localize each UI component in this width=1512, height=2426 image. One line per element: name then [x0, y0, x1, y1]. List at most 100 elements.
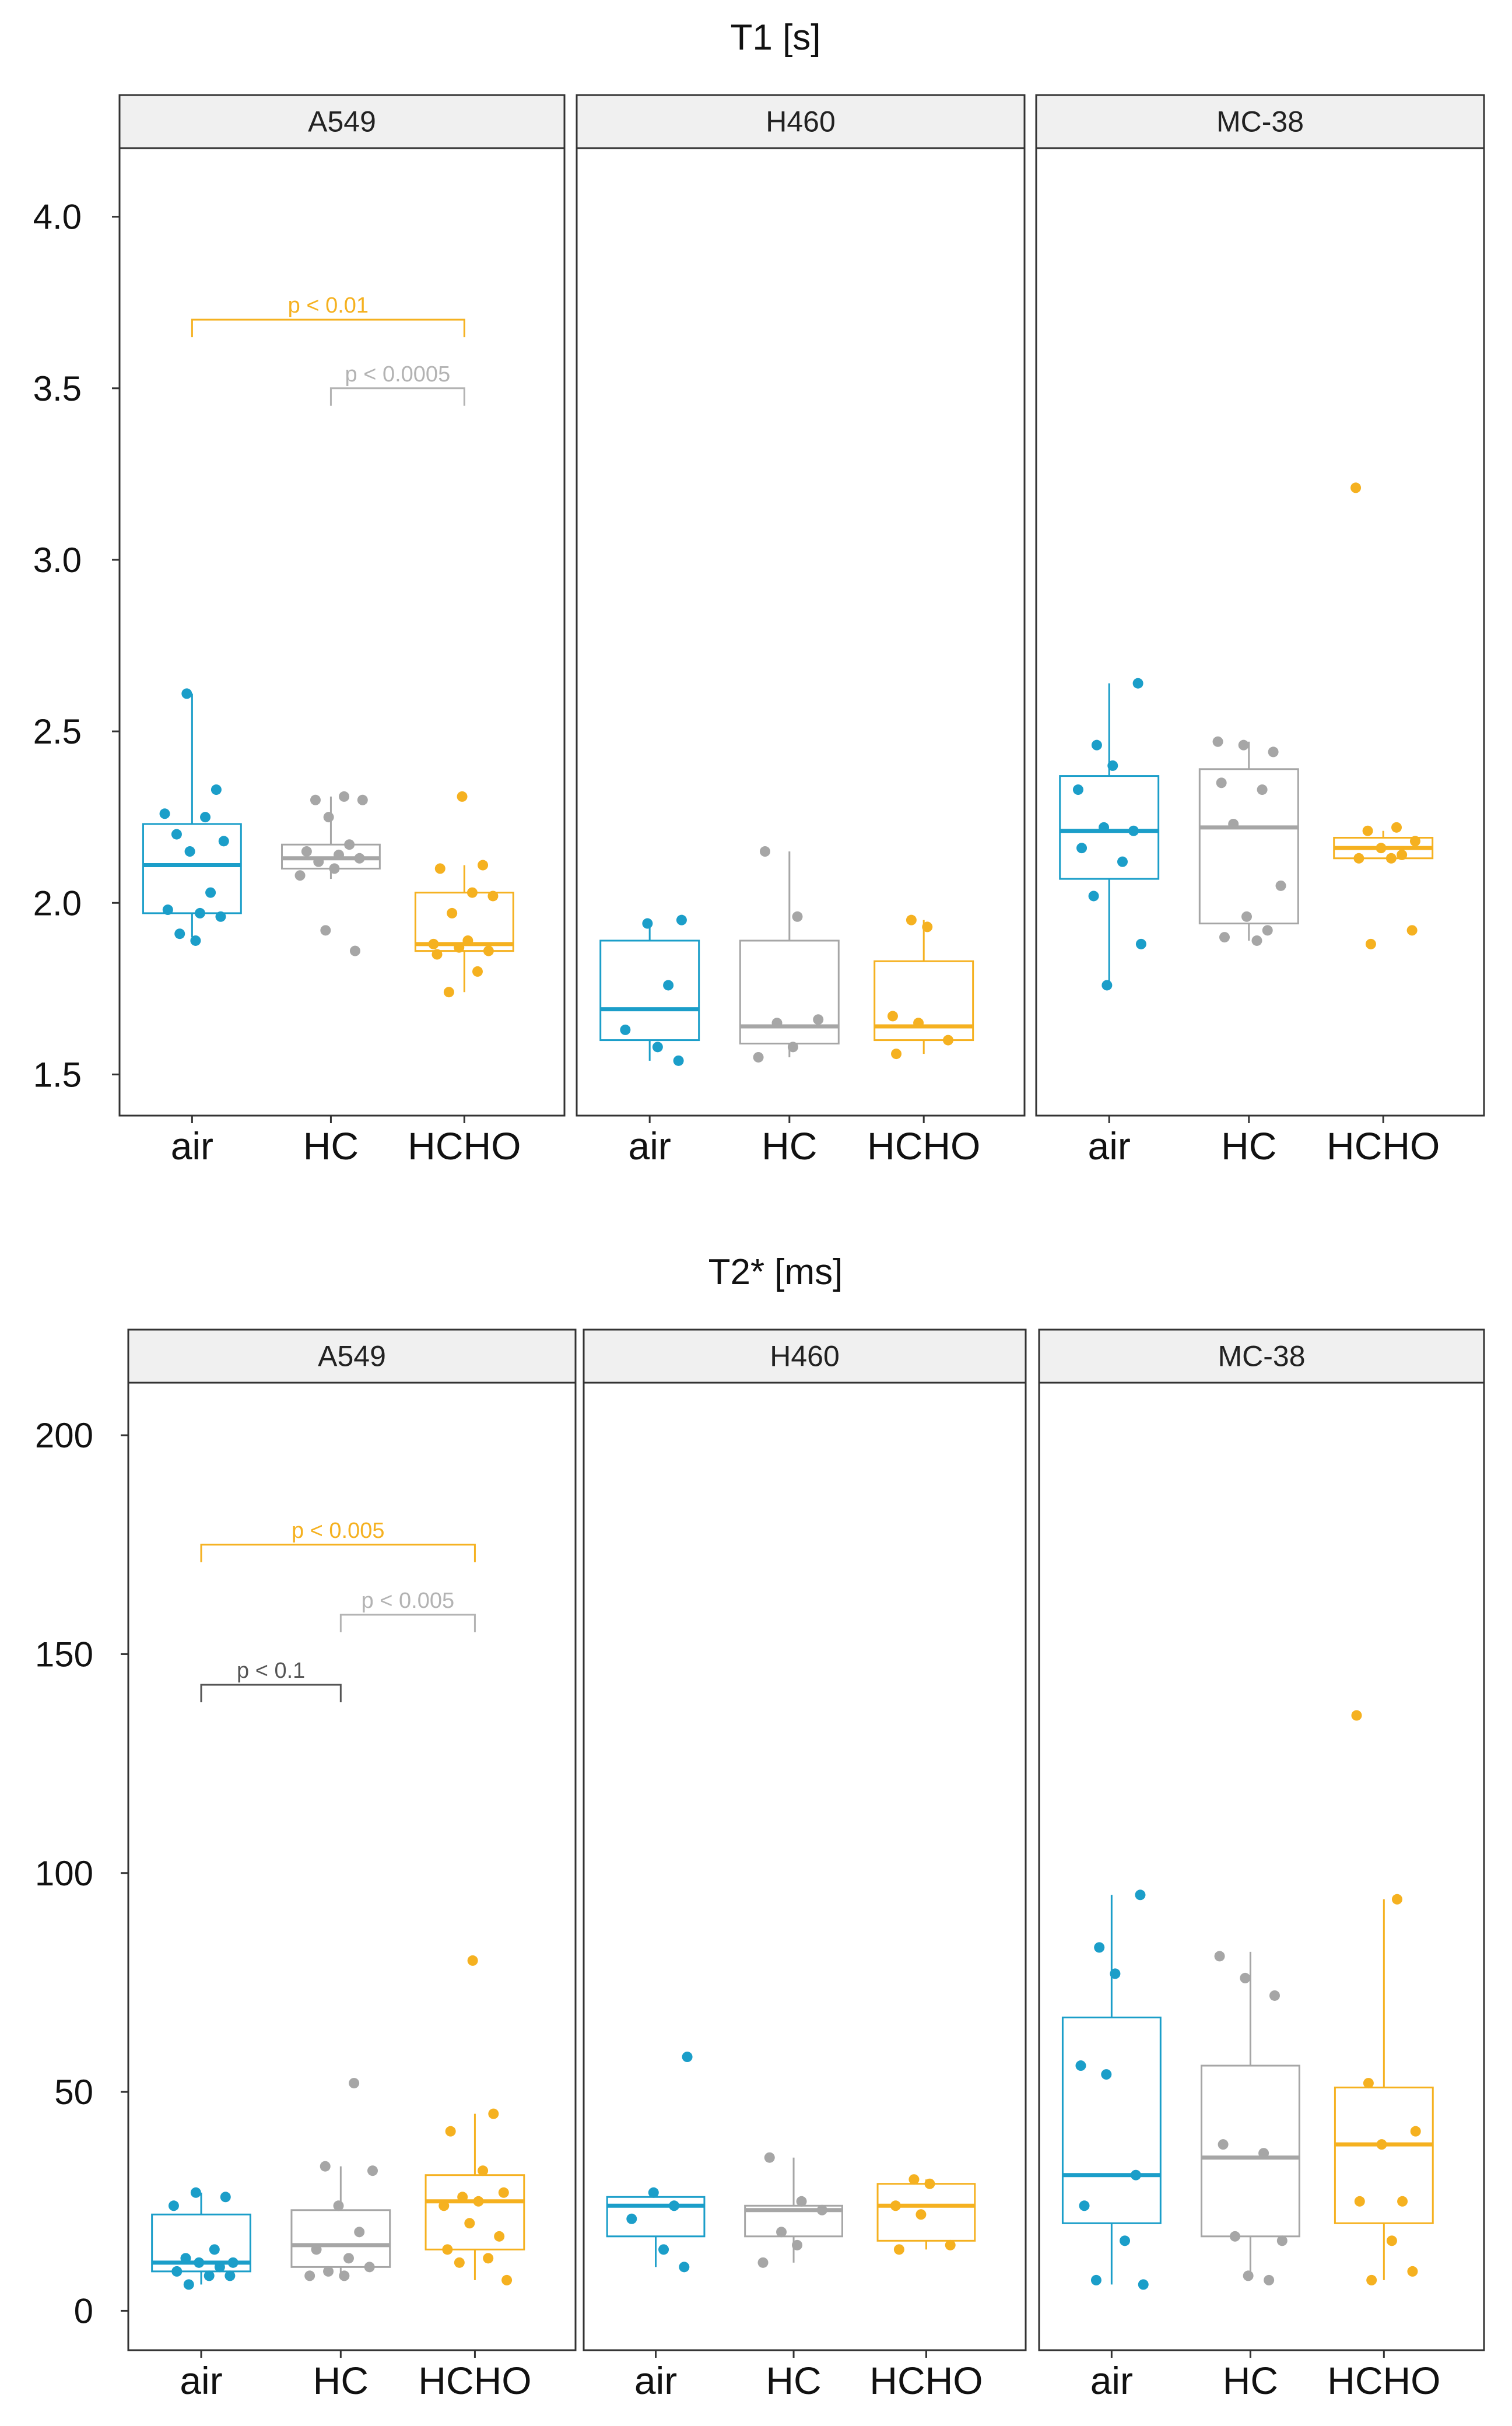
data-point — [652, 1042, 663, 1053]
data-point — [349, 945, 360, 956]
data-point — [1275, 880, 1286, 891]
data-point — [194, 2257, 205, 2268]
data-point — [171, 2266, 183, 2277]
data-point — [1101, 2069, 1112, 2080]
data-point — [447, 907, 458, 918]
x-tick-label: HCHO — [408, 1124, 521, 1168]
x-tick-label: HCHO — [1327, 1124, 1440, 1168]
data-point — [1351, 1710, 1362, 1721]
data-point — [796, 2196, 807, 2207]
data-point — [771, 1018, 783, 1029]
data-point — [924, 2178, 935, 2189]
data-point — [343, 2253, 354, 2264]
significance-bracket — [191, 318, 465, 338]
x-tick-label: air — [634, 2359, 677, 2402]
data-point — [893, 2244, 904, 2255]
data-point — [1214, 1951, 1225, 1962]
facet-label: MC-38 — [1216, 106, 1304, 138]
data-point — [1072, 784, 1083, 795]
data-point — [339, 791, 350, 802]
significance-bracket — [339, 1614, 476, 1632]
data-point — [682, 2052, 693, 2063]
data-point — [438, 2200, 450, 2211]
significance-label: p < 0.01 — [288, 293, 369, 318]
data-point — [1120, 2235, 1131, 2246]
data-point — [792, 2239, 803, 2250]
data-point — [200, 812, 211, 823]
facet-panel: MC-38 air HC HCHO — [1038, 1328, 1485, 2402]
data-point — [329, 863, 340, 874]
data-point — [943, 1035, 954, 1046]
data-point — [323, 812, 334, 823]
data-point — [1110, 1968, 1121, 1979]
data-point — [1075, 2060, 1086, 2071]
data-point — [1135, 938, 1146, 949]
data-point — [1409, 836, 1420, 847]
data-point — [310, 794, 321, 805]
data-point — [945, 2239, 956, 2250]
data-point — [432, 949, 443, 960]
x-tick-label: HCHO — [869, 2359, 983, 2402]
data-point — [478, 2165, 489, 2176]
data-point — [1269, 1990, 1280, 2001]
data-point — [642, 918, 653, 929]
data-point — [462, 935, 473, 946]
data-point — [454, 2257, 465, 2268]
data-point — [501, 2274, 513, 2285]
data-point — [445, 2126, 456, 2137]
facet-plot-area — [576, 147, 1026, 1117]
data-point — [915, 2209, 927, 2220]
data-point — [1132, 678, 1143, 689]
data-point — [1099, 822, 1110, 833]
data-point — [922, 921, 933, 932]
data-point — [472, 966, 483, 977]
data-point — [159, 808, 170, 819]
data-point — [913, 1018, 924, 1029]
facet-label: A549 — [318, 1340, 386, 1373]
data-point — [457, 791, 468, 802]
data-point — [171, 829, 182, 840]
data-point — [1228, 818, 1239, 829]
data-point — [1130, 2169, 1141, 2180]
data-point — [334, 849, 345, 860]
data-point — [764, 2152, 775, 2163]
data-point — [466, 887, 478, 898]
data-point — [1088, 891, 1099, 902]
x-tick-label: air — [1090, 2359, 1133, 2402]
box-HCHO — [425, 2174, 525, 2250]
x-tick-label: HCHO — [418, 2359, 531, 2402]
data-point — [214, 2262, 225, 2273]
facet-panel: H460 air HC HCHO — [583, 1328, 1027, 2402]
data-point — [1386, 2235, 1397, 2246]
data-point — [1268, 746, 1279, 758]
data-point — [648, 2187, 659, 2198]
facet-panel: A549 air HC HCHO p < 0.01 p < 0.0005 — [118, 94, 566, 1168]
data-point — [498, 2187, 509, 2198]
y-tick-label: 50 — [54, 2073, 93, 2112]
data-point — [443, 987, 454, 998]
data-point — [906, 914, 917, 925]
data-point — [364, 2262, 375, 2273]
data-point — [227, 2257, 238, 2268]
data-point — [180, 2253, 191, 2264]
significance-bracket — [200, 1544, 476, 1562]
data-point — [1350, 482, 1362, 493]
data-point — [1238, 739, 1249, 751]
data-point — [354, 2227, 365, 2238]
data-point — [887, 1011, 898, 1022]
data-point — [658, 2244, 669, 2255]
data-point — [1257, 784, 1268, 795]
data-point — [1243, 2270, 1254, 2281]
plot-title: T1 [s] — [730, 17, 820, 58]
box-HCHO — [873, 960, 974, 1042]
data-point — [428, 938, 439, 949]
data-point — [816, 2204, 827, 2215]
data-point — [759, 846, 770, 857]
data-point — [679, 2262, 690, 2273]
x-tick-label: HC — [766, 2359, 821, 2402]
data-point — [1229, 2231, 1240, 2242]
data-point — [357, 794, 368, 805]
data-point — [1138, 2279, 1149, 2290]
facet-plot-area — [583, 1382, 1027, 2351]
data-point — [1385, 853, 1397, 864]
